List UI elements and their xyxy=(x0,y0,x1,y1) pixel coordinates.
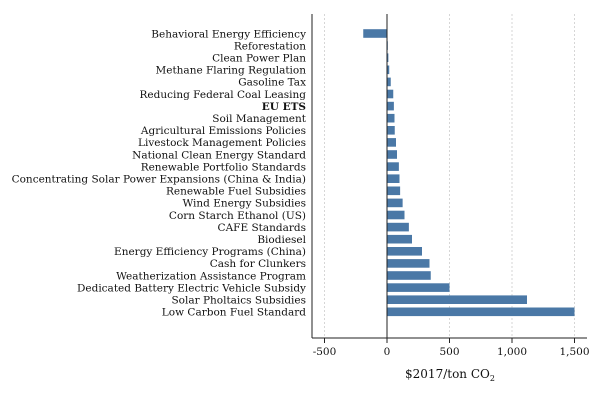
bar-11 xyxy=(387,162,399,171)
category-label-12: Concentrating Solar Power Expansions (Ch… xyxy=(12,174,306,186)
category-label-2: Clean Power Plan xyxy=(212,53,306,65)
bar-3 xyxy=(387,65,390,75)
category-label-8: Agricultural Emissions Policies xyxy=(140,125,306,137)
x-axis: -500 0 500 1,000 1,500 xyxy=(311,14,590,358)
bar-2 xyxy=(387,53,389,62)
category-label-23: Low Carbon Fuel Standard xyxy=(162,307,306,319)
category-label-1: Reforestation xyxy=(234,40,306,52)
category-label-19: Cash for Clunkers xyxy=(210,258,306,270)
category-label-20: Weatherization Assistance Program xyxy=(116,270,306,282)
category-label-15: Corn Starch Ethanol (US) xyxy=(169,210,306,222)
x-tick-label-2: 500 xyxy=(439,346,459,358)
x-tick-label-3: 1,000 xyxy=(497,346,527,358)
bar-4 xyxy=(387,77,391,87)
bar-15 xyxy=(387,210,405,220)
x-tick-label-4: 1,500 xyxy=(559,346,589,358)
category-label-9: Livestock Management Policies xyxy=(138,137,306,149)
category-label-5: Reducing Federal Coal Leasing xyxy=(140,89,307,101)
bar-5 xyxy=(387,89,394,99)
category-label-6: EU ETS xyxy=(262,101,306,113)
category-label-3: Methane Flaring Regulation xyxy=(155,65,306,77)
category-label-4: Gasoline Tax xyxy=(238,77,306,89)
bar-22 xyxy=(387,295,527,304)
bar-7 xyxy=(387,113,395,123)
x-tick-label-1: 0 xyxy=(384,346,391,358)
category-label-0: Behavioral Energy Efficiency xyxy=(151,28,306,40)
x-axis-title-subscript: 2 xyxy=(490,374,495,383)
category-label-16: CAFE Standards xyxy=(218,222,306,234)
x-axis-title: $2017/ton CO2 xyxy=(405,367,495,383)
bar-9 xyxy=(387,138,396,147)
bar-20 xyxy=(387,271,431,280)
bar-17 xyxy=(387,234,412,244)
bar-18 xyxy=(387,247,422,256)
category-label-14: Wind Energy Subsidies xyxy=(182,198,306,210)
category-label-17: Biodiesel xyxy=(257,234,306,246)
x-tick-label-0: -500 xyxy=(313,346,337,358)
bar-10 xyxy=(387,150,397,159)
category-label-21: Dedicated Battery Electric Vehicle Subsi… xyxy=(77,282,306,294)
bars xyxy=(363,29,575,317)
bar-8 xyxy=(387,126,395,135)
bar-12 xyxy=(387,174,400,183)
bar-21 xyxy=(387,283,450,292)
category-label-22: Solar Pholtaics Subsidies xyxy=(171,295,306,307)
bar-19 xyxy=(387,259,430,268)
category-label-7: Soil Management xyxy=(212,113,306,125)
bar-0 xyxy=(363,29,387,38)
category-label-11: Renewable Portfolio Standards xyxy=(141,161,306,173)
bar-16 xyxy=(387,222,409,232)
category-label-18: Energy Efficiency Programs (China) xyxy=(114,246,306,258)
category-label-10: National Clean Energy Standard xyxy=(132,149,306,161)
x-axis-title-main: $2017/ton CO xyxy=(405,367,490,381)
bar-23 xyxy=(387,307,575,317)
bar-13 xyxy=(387,186,401,196)
bar-6 xyxy=(387,101,394,111)
bar-14 xyxy=(387,198,403,208)
category-label-13: Renewable Fuel Subsidies xyxy=(166,186,306,198)
category-labels: Behavioral Energy EfficiencyReforestatio… xyxy=(12,28,307,318)
